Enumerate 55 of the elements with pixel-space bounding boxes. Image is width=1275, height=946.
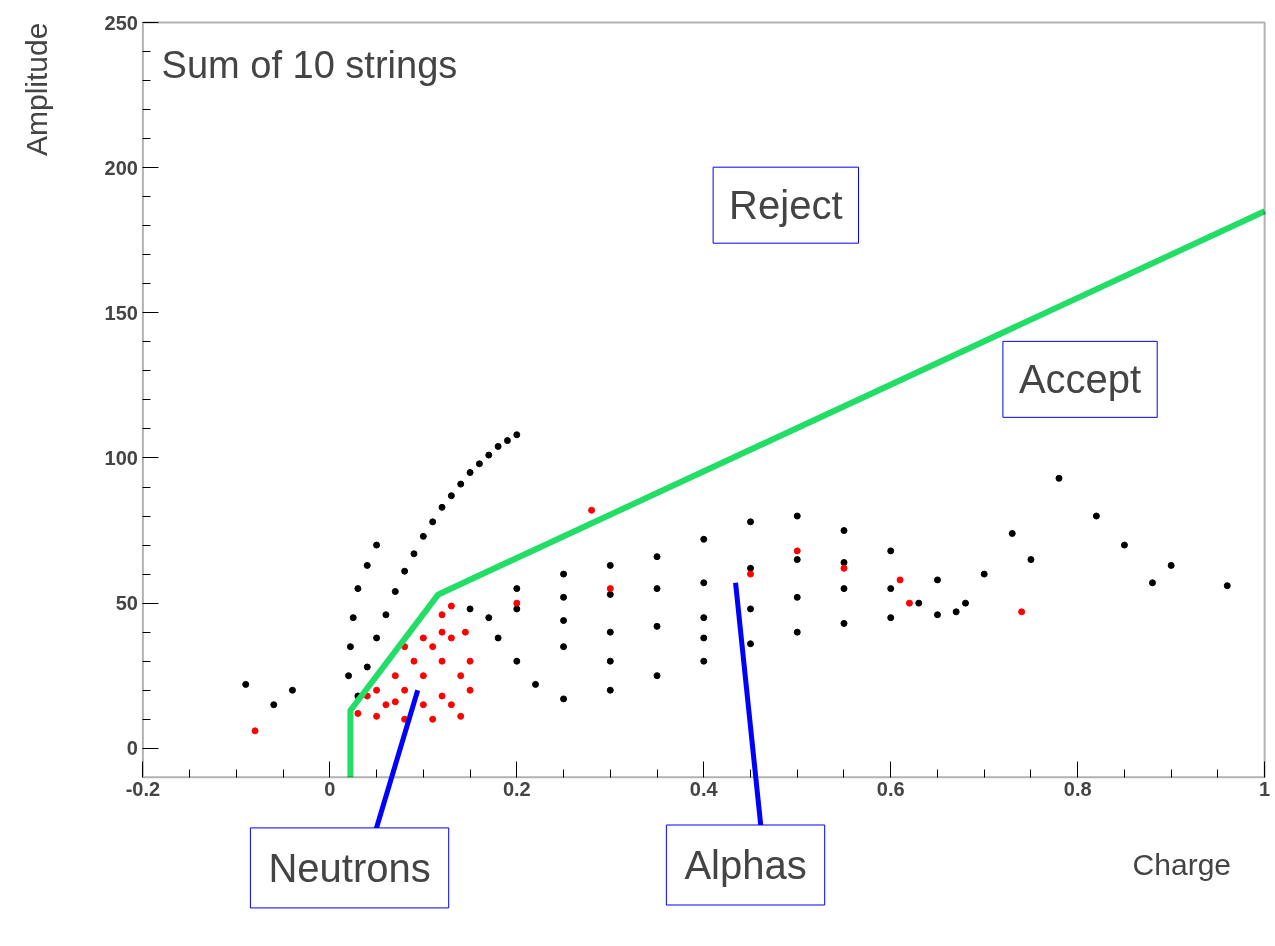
point (419, 701, 427, 709)
point (419, 672, 427, 680)
point (373, 712, 381, 720)
point (896, 576, 904, 584)
point (447, 701, 455, 709)
point (457, 672, 465, 680)
point (429, 715, 437, 723)
x-axis-title: Charge (1132, 847, 1232, 881)
point (588, 506, 596, 514)
point (410, 657, 418, 665)
point (391, 698, 399, 706)
y-axis-title: Amplitude (19, 22, 53, 156)
text: Neutrons (268, 845, 431, 890)
point (391, 672, 399, 680)
point (905, 599, 913, 607)
x-tick-label: 0 (324, 778, 336, 801)
point (251, 727, 259, 735)
point (513, 599, 521, 607)
x-tick-label: -0.2 (125, 778, 161, 801)
point (457, 712, 465, 720)
y-tick-label: 250 (104, 11, 138, 34)
point (466, 686, 474, 694)
point (1018, 608, 1026, 616)
y-tick-label: 200 (104, 156, 138, 179)
point (382, 701, 390, 709)
text: Sum of 10 strings (161, 44, 458, 87)
y-tick-label: 150 (104, 301, 138, 324)
annotation: Accept (1018, 357, 1142, 402)
point (419, 634, 427, 642)
point (747, 570, 755, 578)
point (401, 686, 409, 694)
point (606, 585, 614, 593)
y-tick-label: 50 (115, 592, 138, 615)
point (438, 692, 446, 700)
point (793, 547, 801, 555)
point (354, 709, 362, 717)
annotation: Reject (729, 183, 843, 228)
point (438, 657, 446, 665)
x-tick-label: 1 (1259, 778, 1271, 801)
text: Alphas (684, 843, 807, 888)
point (438, 611, 446, 619)
y-tick-label: 100 (104, 446, 138, 469)
y-tick-label: 0 (126, 737, 138, 760)
x-tick-label: 0.2 (502, 778, 531, 801)
x-tick-label: 0.8 (1063, 778, 1092, 801)
x-tick-label: 0.6 (876, 778, 905, 801)
point (840, 564, 848, 572)
point (466, 657, 474, 665)
x-tick-label: 0.4 (689, 778, 719, 801)
point (438, 628, 446, 636)
point (447, 602, 455, 610)
point (429, 643, 437, 651)
point (461, 628, 469, 636)
point (447, 634, 455, 642)
point (373, 686, 381, 694)
